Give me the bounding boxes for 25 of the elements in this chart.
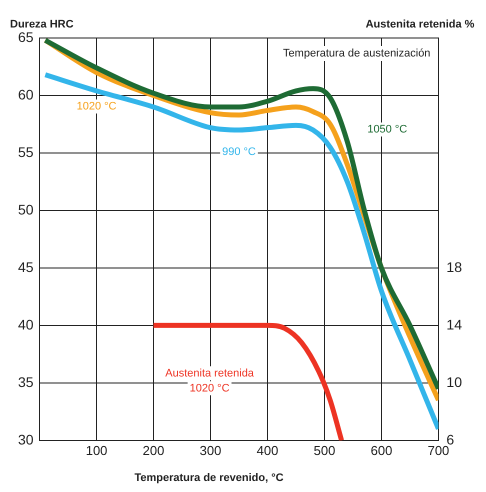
series-label: 1050 °C [367,124,408,136]
y-tick-label: 55 [18,144,34,160]
y-tick-label: 30 [18,431,34,448]
x-axis-title: Temperatura de revenido, °C [134,472,284,484]
x-tick-label: 100 [86,442,108,458]
text: Austenita retenida 1020 °C [165,367,255,394]
x-tick-label: 300 [200,442,222,458]
y-tick-label: 65 [18,28,34,45]
y-axis-title: Dureza HRC [10,18,74,31]
annotation: Temperatura de austenización [283,48,430,60]
x-tick-label: 200 [142,442,164,458]
x-tick-label: 400 [256,442,278,458]
x-tick-label: 500 [314,442,336,458]
y-tick-label: 35 [18,374,34,390]
y2-tick-label: 18 [446,258,462,275]
y2-axis-title: Austenita retenida % [366,18,475,31]
y-tick-label: 50 [18,201,34,218]
y-tick-label: 45 [18,258,34,275]
y2-tick-label: 14 [446,316,462,332]
y-tick-label: 60 [18,86,34,102]
y-tick-label: 40 [18,316,34,332]
y2-tick-label: 10 [446,374,462,390]
series-label: 990 °C [222,146,256,158]
series-label: 1020 °C [76,100,117,113]
x-tick-label: 600 [370,442,392,458]
